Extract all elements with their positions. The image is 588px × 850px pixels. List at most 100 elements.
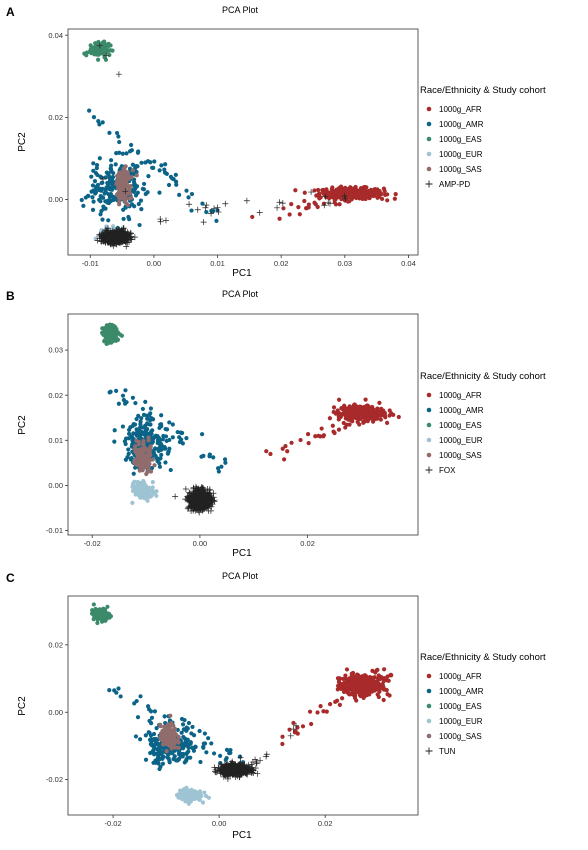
data-point xyxy=(105,198,111,203)
legend-label: 1000g_EAS xyxy=(439,421,482,430)
data-point xyxy=(100,120,105,125)
data-point xyxy=(321,709,326,714)
data-point xyxy=(135,150,141,155)
data-point xyxy=(111,170,116,176)
data-point xyxy=(201,495,208,502)
data-point xyxy=(393,192,398,197)
data-point xyxy=(172,493,179,500)
data-point xyxy=(223,460,228,465)
panel-A: A PCA Plot-0.01 0.00 0.01 0.02 0.03 0.040.000.… xyxy=(6,5,546,279)
data-point xyxy=(306,441,311,446)
data-point xyxy=(321,201,327,206)
data-point xyxy=(180,722,186,727)
data-point xyxy=(208,503,215,510)
data-point xyxy=(154,726,159,731)
data-point xyxy=(200,503,207,510)
data-point xyxy=(186,201,193,208)
data-point xyxy=(134,492,139,497)
data-point xyxy=(208,210,215,217)
data-point xyxy=(102,339,107,344)
data-point xyxy=(150,485,155,490)
data-point xyxy=(98,607,103,612)
data-point xyxy=(385,674,390,679)
data-point xyxy=(120,151,125,156)
data-point xyxy=(392,196,397,201)
legend-key xyxy=(426,422,432,428)
data-point xyxy=(184,188,189,193)
data-point xyxy=(183,799,188,804)
data-point xyxy=(97,188,102,193)
data-point xyxy=(327,196,332,201)
data-point xyxy=(96,44,101,49)
data-point xyxy=(162,714,167,719)
data-point xyxy=(150,480,155,485)
data-point xyxy=(159,452,164,457)
data-point xyxy=(106,218,111,223)
data-point xyxy=(211,751,217,756)
data-point xyxy=(157,218,164,225)
data-point xyxy=(281,206,286,211)
data-point xyxy=(184,786,189,791)
data-point xyxy=(287,727,292,732)
data-point xyxy=(100,217,105,222)
data-point xyxy=(353,185,358,191)
x-tick-label: 0.02 xyxy=(274,259,289,268)
data-point xyxy=(250,214,255,220)
data-point xyxy=(146,435,151,440)
chart-title: PCA Plot xyxy=(222,289,259,299)
series-1000g-eur xyxy=(130,478,159,505)
data-point xyxy=(107,195,113,200)
panel-letter: B xyxy=(6,289,15,303)
legend: Race/Ethnicity & Study cohort1000g_AFR10… xyxy=(420,85,546,189)
data-point xyxy=(127,149,133,154)
data-point xyxy=(105,604,110,609)
data-point xyxy=(184,789,190,795)
legend-key xyxy=(425,466,433,474)
data-point xyxy=(123,164,128,169)
data-point xyxy=(219,464,224,469)
data-point xyxy=(109,233,116,240)
data-point xyxy=(380,196,385,201)
data-point xyxy=(148,411,153,416)
data-point xyxy=(144,453,150,458)
data-point xyxy=(199,454,204,459)
legend-title: Race/Ethnicity & Study cohort xyxy=(420,85,546,96)
data-point xyxy=(101,49,106,55)
data-point xyxy=(308,189,315,196)
data-point xyxy=(360,196,365,201)
data-point xyxy=(336,397,342,402)
data-point xyxy=(355,419,360,425)
data-point xyxy=(160,437,165,442)
data-point xyxy=(276,199,283,206)
data-point xyxy=(118,227,125,234)
data-point xyxy=(91,617,96,622)
chart-title: PCA Plot xyxy=(222,5,259,15)
x-tick-label: 0.00 xyxy=(147,259,162,268)
data-point xyxy=(170,435,175,440)
y-tick-label: 0.00 xyxy=(48,195,63,204)
data-point xyxy=(327,416,333,421)
data-point xyxy=(115,173,120,179)
legend-key xyxy=(426,437,432,443)
data-point xyxy=(237,754,243,759)
data-point xyxy=(317,196,322,201)
data-point xyxy=(128,233,135,240)
data-point xyxy=(352,193,357,198)
legend-key xyxy=(426,151,432,157)
data-point xyxy=(386,678,391,683)
series-fox xyxy=(172,483,218,516)
data-point xyxy=(157,445,162,451)
data-point xyxy=(198,498,205,505)
data-point xyxy=(157,442,162,447)
data-point xyxy=(179,730,184,735)
data-point xyxy=(134,173,139,178)
data-point xyxy=(348,191,353,196)
data-point xyxy=(157,456,162,461)
data-point xyxy=(116,401,121,406)
data-point xyxy=(178,788,183,793)
data-point xyxy=(200,219,207,226)
data-point xyxy=(343,682,348,688)
data-point xyxy=(302,198,307,204)
data-point xyxy=(94,166,99,171)
data-point xyxy=(117,190,122,195)
